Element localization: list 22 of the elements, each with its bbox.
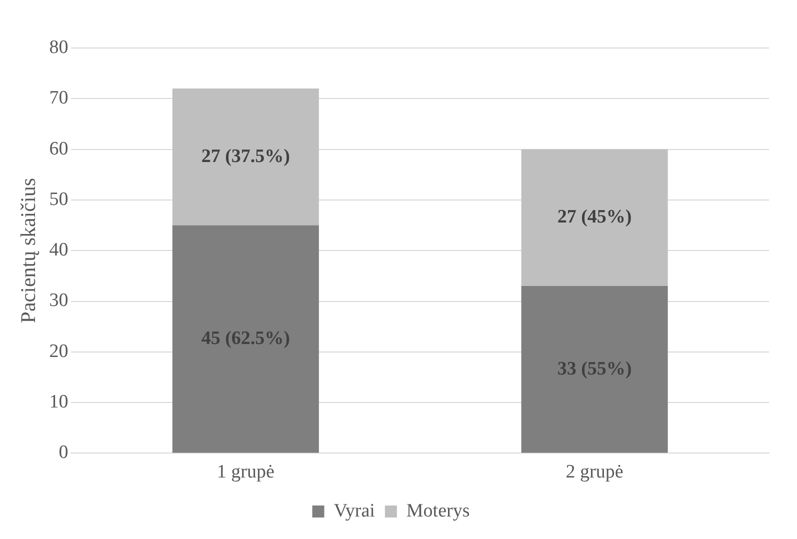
data-label: 27 (45%)	[557, 206, 632, 228]
x-tick-label: 1 grupė	[216, 462, 274, 483]
y-tick-label: 40	[49, 240, 68, 261]
bar	[521, 149, 668, 286]
y-tick-label: 50	[49, 188, 68, 210]
bar	[172, 88, 319, 226]
y-tick-label: 10	[49, 392, 68, 413]
y-tick-label: 20	[49, 340, 68, 362]
y-tick-label: 0	[58, 442, 68, 464]
data-label: 33 (55%)	[557, 358, 632, 380]
y-tick-label: 30	[49, 290, 68, 312]
y-tick-label: 70	[49, 88, 68, 109]
bar	[521, 286, 668, 453]
legend-label: Vyrai	[334, 500, 375, 522]
legend-label: Moterys	[406, 500, 470, 522]
bar	[172, 225, 319, 453]
data-label: 27 (37.5%)	[201, 146, 290, 167]
y-tick-label: 60	[49, 138, 68, 160]
y-tick-label: 80	[49, 36, 68, 58]
y-axis-title: Pacientų skaičius	[16, 178, 40, 324]
x-tick-label: 2 grupė	[566, 462, 624, 483]
data-label: 45 (62.5%)	[201, 328, 290, 349]
